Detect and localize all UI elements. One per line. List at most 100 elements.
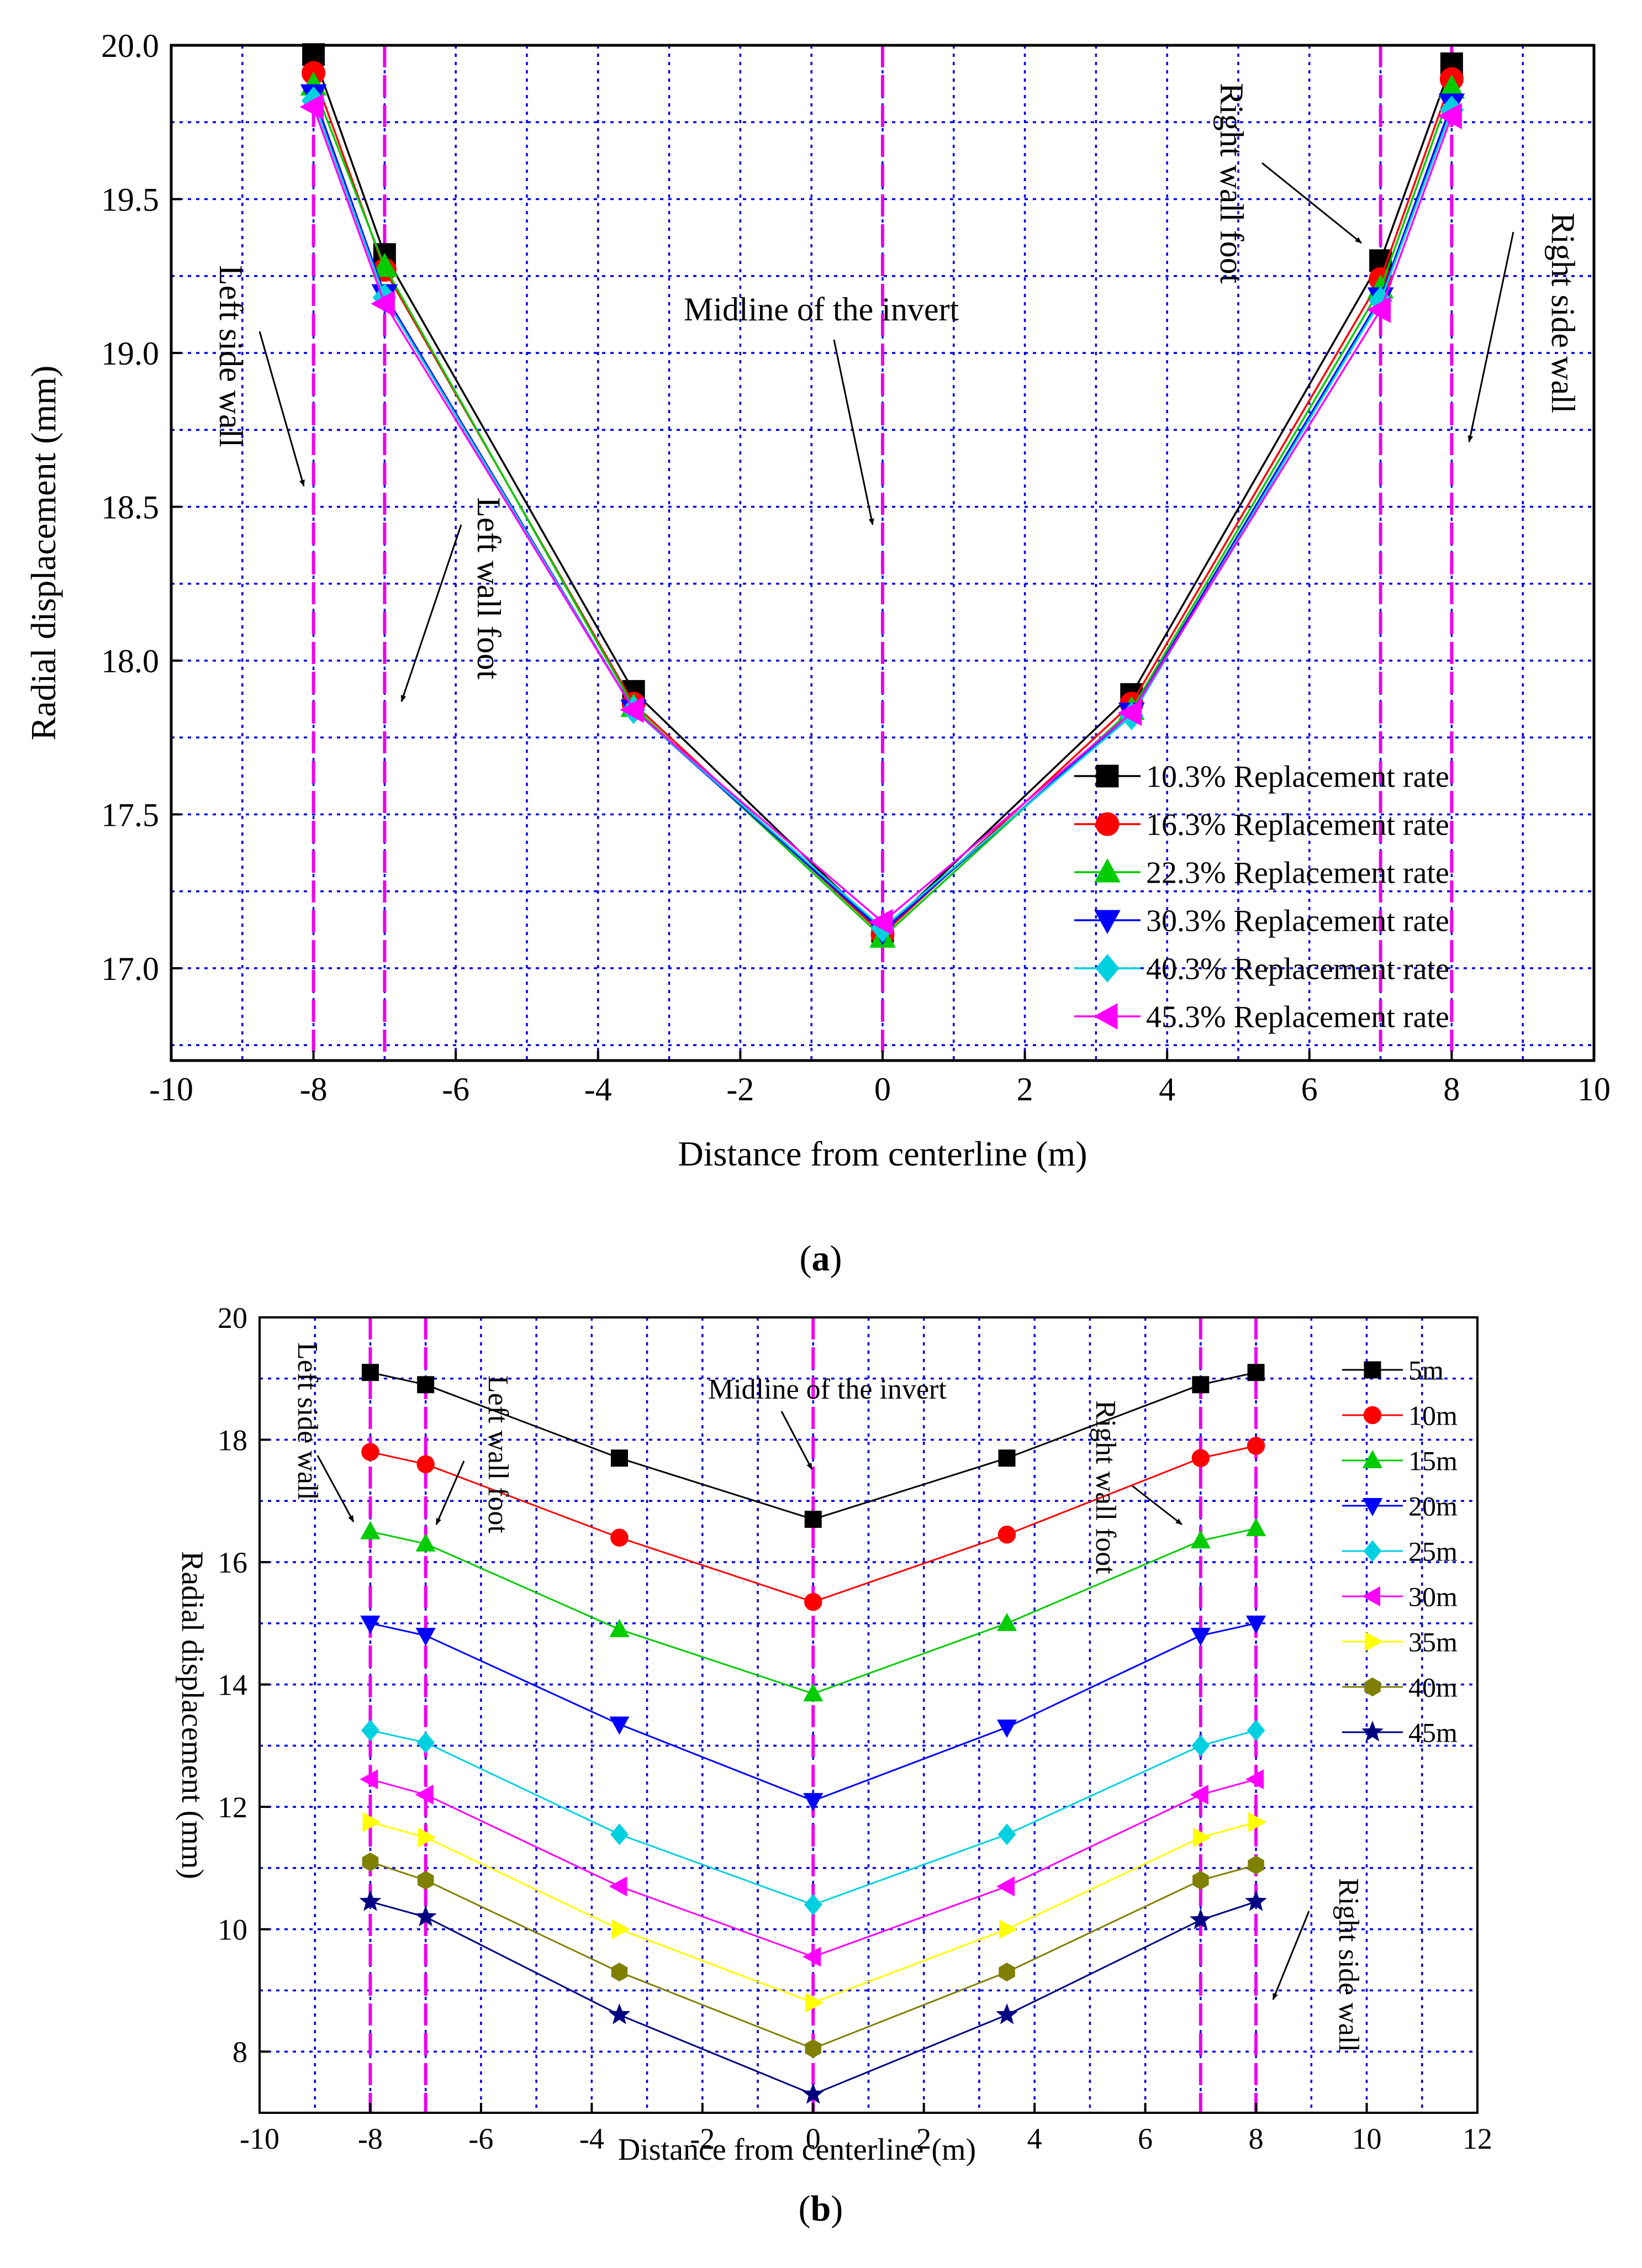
data-point (299, 93, 324, 120)
legend-entry: 35m (1342, 1627, 1458, 1658)
x-tick-label: -2 (726, 1071, 754, 1107)
x-tick-label: 0 (874, 1071, 891, 1107)
legend-label: 40m (1408, 1672, 1458, 1703)
data-point (416, 1455, 435, 1474)
data-point (868, 909, 893, 936)
legend-entry: 45.3% Replacement rate (1074, 1000, 1449, 1035)
data-point (996, 2003, 1018, 2024)
data-point (609, 1618, 630, 1637)
data-point (1248, 1855, 1264, 1875)
annotation-b-left-wall-foot: Left wall foot (482, 1375, 514, 1533)
legend-marker (1363, 1540, 1382, 1562)
caption-b: (b) (799, 2188, 843, 2229)
legend-entry: 10m (1342, 1400, 1458, 1431)
annotation-b-right-wall-foot: Right wall foot (1090, 1400, 1121, 1574)
legend-entry: 5m (1342, 1355, 1444, 1386)
legend-entry: 10.3% Replacement rate (1074, 760, 1449, 794)
legend-marker (1361, 1586, 1380, 1607)
annotation-left-wall-foot: Left wall foot (471, 497, 507, 679)
data-point (1366, 297, 1391, 323)
data-point (611, 1919, 630, 1939)
data-point (415, 1784, 434, 1805)
annotation-right-wall-foot: Right wall foot (1213, 83, 1250, 284)
series-35m (362, 1812, 1267, 2013)
series-10m (361, 1437, 1265, 1611)
data-point (610, 1449, 628, 1467)
data-point (997, 1823, 1016, 1845)
data-point (417, 1870, 434, 1890)
data-point (1190, 1784, 1208, 1805)
data-point (371, 291, 395, 317)
data-point (360, 1769, 378, 1790)
x-tick-label: 8 (1249, 2122, 1264, 2155)
x-tick-label: 2 (1017, 1071, 1033, 1107)
series-25m (361, 1720, 1265, 1916)
x-tick-label: 0 (806, 2122, 821, 2155)
legend-marker (1364, 1677, 1381, 1697)
annotation-midline-invert-arrow (833, 339, 874, 525)
annotation-b-left-side-wall-arrow (316, 1455, 355, 1522)
legend-marker (1363, 1406, 1382, 1425)
x-tick-label: -4 (584, 1071, 612, 1107)
chart-a-x-axis-label: Distance from centerline (m) (678, 1134, 1087, 1173)
data-point (1192, 1827, 1211, 1848)
legend-label: 45.3% Replacement rate (1146, 1000, 1449, 1035)
chart-b-grid (260, 1317, 1477, 2113)
annotation-left-side-wall-arrow (258, 331, 305, 487)
data-point (608, 2003, 631, 2024)
y-tick-label: 19.5 (101, 181, 159, 218)
data-point (361, 1364, 379, 1381)
series-40m (362, 1852, 1264, 2058)
annotation-b-left-side-wall: Left side wall (292, 1342, 323, 1500)
x-tick-label: 6 (1301, 1071, 1318, 1107)
chart-b: -10 -8 -6 -4 -2 0 2 4 6 8 10 12 8 10 12 14 16 18 20 Dista… (175, 1301, 1492, 2229)
data-point (802, 2082, 825, 2104)
data-point (416, 1732, 435, 1754)
data-point (360, 1615, 381, 1634)
data-point (1248, 1812, 1267, 1832)
chart-a-series (299, 43, 1465, 948)
data-point (414, 1905, 437, 1927)
legend-marker (1365, 1631, 1384, 1652)
chart-a-legend: 10.3% Replacement rate 16.3% Replacement … (1074, 760, 1449, 1035)
caption-b-letter: b (811, 2188, 831, 2229)
data-point (804, 1893, 822, 1916)
data-point (1192, 1870, 1209, 1890)
y-tick-label: 12 (218, 1791, 247, 1824)
data-point (1438, 103, 1462, 129)
series-line (370, 1527, 1256, 1695)
data-point (361, 1443, 379, 1461)
legend-label: 15m (1408, 1446, 1458, 1476)
legend-marker (1362, 1449, 1383, 1468)
y-tick-label: 8 (233, 2035, 247, 2069)
data-point (371, 252, 398, 277)
series-5m (361, 1364, 1265, 1528)
chart-b-y-ticks: 8 10 12 14 16 18 20 (218, 1301, 270, 2069)
data-point (610, 1823, 629, 1845)
legend-label: 30.3% Replacement rate (1146, 904, 1449, 938)
data-point (362, 1852, 379, 1871)
data-point (361, 1720, 379, 1742)
data-point (417, 1376, 435, 1394)
series-15m (360, 1518, 1266, 1702)
caption-a: (a) (800, 1238, 842, 1279)
data-point (418, 1827, 436, 1848)
x-tick-label: 4 (1027, 2122, 1042, 2155)
data-point (999, 1963, 1015, 1982)
annotation-left-wall-foot-arrow (400, 524, 462, 702)
data-point (803, 1793, 823, 1812)
data-point (611, 1963, 628, 1982)
x-tick-label: 12 (1463, 2122, 1492, 2155)
legend-label: 25m (1408, 1536, 1458, 1567)
legend-label: 35m (1408, 1627, 1458, 1658)
data-point (1191, 1449, 1210, 1468)
data-point (609, 1716, 630, 1735)
legend-entry: 30.3% Replacement rate (1074, 904, 1449, 938)
series-45m (359, 1890, 1267, 2104)
data-point (1190, 1530, 1211, 1549)
data-point (999, 1919, 1018, 1939)
annotation-b-right-wall-foot-arrow (1132, 1485, 1182, 1526)
legend-entry: 15m (1342, 1446, 1458, 1476)
annotation-right-wall-foot-arrow (1261, 162, 1362, 244)
chart-b-series (359, 1364, 1267, 2104)
